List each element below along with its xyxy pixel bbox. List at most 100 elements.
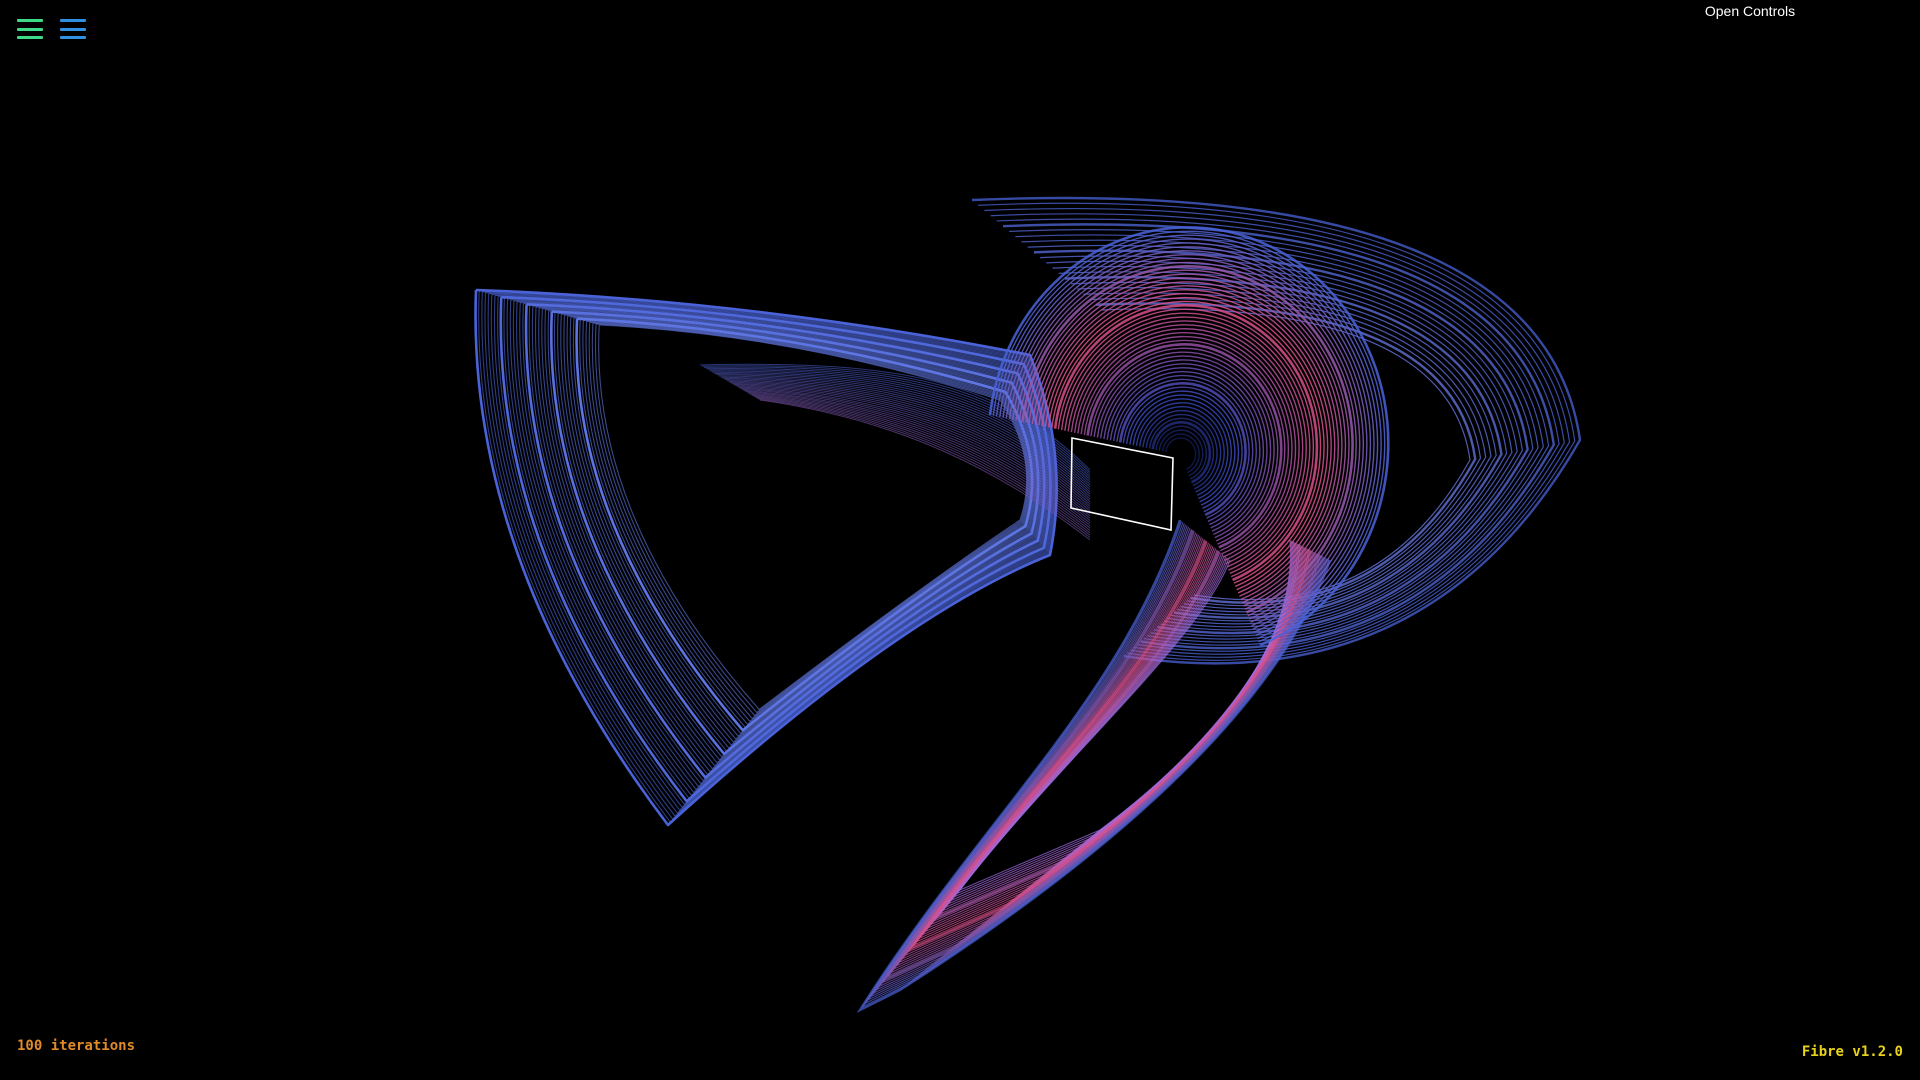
strand: [739, 387, 1091, 517]
strand: [478, 290, 1057, 823]
strand: [720, 376, 1091, 495]
strand: [1064, 316, 1307, 571]
strand: [726, 380, 1091, 502]
hamburger-menu-icon: [17, 27, 43, 31]
strand: [747, 392, 1091, 526]
strand: [493, 294, 1053, 808]
strand: [971, 196, 1582, 665]
strand: [1129, 394, 1236, 506]
strand: [1009, 229, 1550, 646]
strand: [1112, 374, 1254, 522]
strand: [1083, 339, 1286, 552]
strand: [1046, 260, 1518, 628]
strand: [743, 389, 1091, 522]
strand: [1067, 320, 1304, 568]
strand: [1106, 367, 1261, 529]
strand: [708, 369, 1091, 481]
strand: [861, 520, 1330, 1008]
strand: [1086, 343, 1283, 549]
secondary-menu-button[interactable]: [60, 16, 86, 42]
strand: [598, 324, 1028, 711]
strand: [1155, 425, 1208, 480]
strand: [1057, 308, 1315, 578]
strand: [710, 370, 1091, 483]
strand: [737, 386, 1091, 514]
iterations-counter: 100 iterations: [17, 1038, 136, 1054]
strand: [741, 388, 1091, 519]
strand: [984, 207, 1571, 658]
strand: [990, 213, 1565, 655]
strand: [1132, 398, 1232, 503]
strand: [745, 391, 1091, 524]
strand: [1018, 261, 1357, 617]
strand: [944, 542, 1297, 909]
strand: [1028, 273, 1347, 607]
selection-box[interactable]: [1070, 437, 1174, 531]
strand: [1070, 324, 1300, 565]
version-label: Fibre v1.2.0: [1801, 1044, 1903, 1060]
strand: [563, 314, 1036, 743]
main-menu-button[interactable]: [17, 16, 43, 42]
strand: [733, 383, 1091, 509]
strand: [907, 539, 1312, 954]
strand: [528, 304, 1045, 776]
strand: [1099, 359, 1268, 535]
strand: [1145, 413, 1218, 490]
strand: [955, 540, 1292, 895]
strand: [1060, 312, 1311, 575]
strand: [1125, 390, 1240, 509]
left-wing-strands: [474, 288, 1058, 827]
strand: [560, 313, 1037, 746]
spiral-core-strands: [988, 226, 1390, 647]
strand: [716, 374, 1091, 490]
strand: [712, 371, 1091, 485]
strand: [1002, 223, 1556, 650]
strand: [724, 378, 1091, 500]
strand: [474, 288, 1058, 827]
strand: [553, 311, 1038, 752]
strand: [1047, 296, 1325, 588]
strand: [512, 300, 1048, 791]
strand: [1051, 300, 1322, 584]
strand: [1135, 402, 1229, 500]
strand: [1038, 285, 1336, 597]
strand: [999, 238, 1379, 636]
strand: [1025, 269, 1350, 610]
strand: [872, 525, 1325, 995]
strand: [1034, 281, 1339, 601]
strand: [702, 365, 1091, 473]
strand: [904, 538, 1313, 957]
strand: [1033, 249, 1529, 635]
strand: [978, 202, 1576, 661]
strand: [1012, 253, 1364, 623]
strand: [1044, 293, 1329, 591]
strand: [722, 377, 1091, 497]
strand: [901, 536, 1314, 960]
strand: [735, 385, 1091, 512]
strand: [541, 308, 1042, 764]
strand: [731, 382, 1091, 507]
strand: [706, 367, 1091, 478]
strand: [1122, 386, 1243, 513]
strand: [1139, 406, 1225, 496]
strand: [1096, 355, 1272, 539]
strand: [714, 372, 1091, 488]
strand: [538, 307, 1042, 767]
strand: [933, 544, 1301, 921]
strand: [1077, 331, 1293, 558]
strand: [557, 312, 1038, 749]
strand: [755, 397, 1091, 536]
strand: [753, 395, 1091, 534]
strand: [499, 295, 1052, 803]
strand: [958, 539, 1292, 892]
strand: [1161, 433, 1200, 474]
strand: [519, 302, 1047, 785]
strand: [1165, 437, 1197, 470]
strand: [1015, 257, 1361, 620]
open-controls-button[interactable]: Open Controls: [1704, 3, 1796, 19]
strand: [516, 301, 1048, 788]
strand: [1093, 351, 1275, 542]
hamburger-menu-icon: [17, 19, 43, 22]
